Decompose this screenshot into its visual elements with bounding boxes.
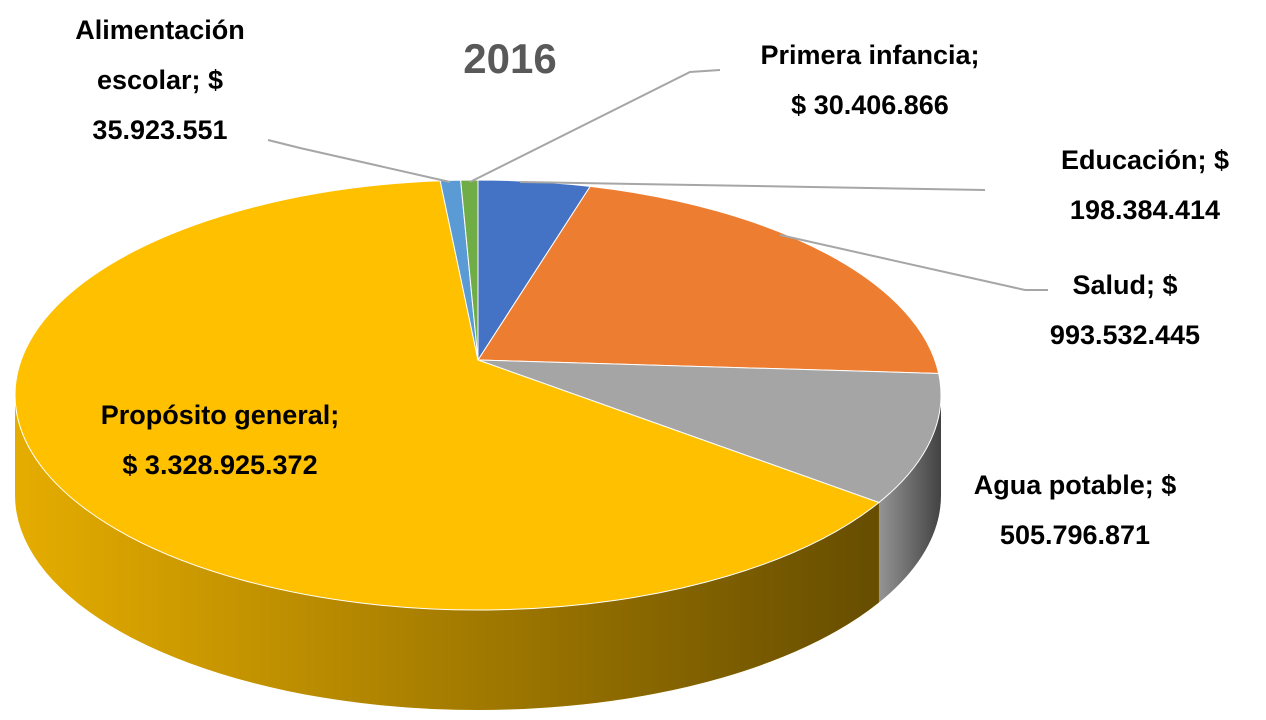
slice-side-shade — [878, 395, 941, 603]
value-label: $ 3.328.925.372 — [122, 450, 318, 480]
leader-lines — [267, 69, 1048, 291]
slice — [477, 359, 942, 504]
value-label: $ 505.796.871 — [999, 470, 1177, 550]
value-label: $ 993.532.445 — [1049, 270, 1201, 350]
value-label: $ 198.384.414 — [1069, 145, 1230, 225]
value-label: $ 30.406.866 — [791, 90, 949, 120]
slice — [460, 179, 479, 361]
data-label: Primera infancia; $ 30.406.866 — [700, 30, 1040, 130]
data-label: Propósito general; $ 3.328.925.372 — [30, 390, 410, 490]
data-label: Educación; $ 198.384.414 — [1025, 135, 1265, 235]
data-label: Salud; $ 993.532.445 — [1025, 260, 1225, 360]
chart-title: 2016 — [463, 35, 557, 82]
leader-line — [469, 69, 721, 183]
category-label: Agua potable; — [973, 470, 1154, 500]
category-label: Propósito general; — [100, 400, 340, 430]
category-label: Educación; — [1060, 145, 1207, 175]
category-label: Alimentación escolar; — [75, 15, 245, 95]
slice — [477, 185, 940, 374]
category-label: Salud; — [1072, 270, 1155, 300]
data-label: Alimentación escolar; $ 35.923.551 — [53, 5, 268, 155]
slice — [14, 180, 880, 611]
slice-side-shade — [15, 395, 879, 710]
data-label: Agua potable; $ 505.796.871 — [945, 460, 1205, 560]
leader-line — [779, 234, 1048, 291]
value-label: $ 35.923.551 — [92, 65, 228, 145]
leader-line — [519, 181, 986, 191]
leader-line — [267, 139, 451, 183]
category-label: Primera infancia; — [760, 40, 980, 70]
